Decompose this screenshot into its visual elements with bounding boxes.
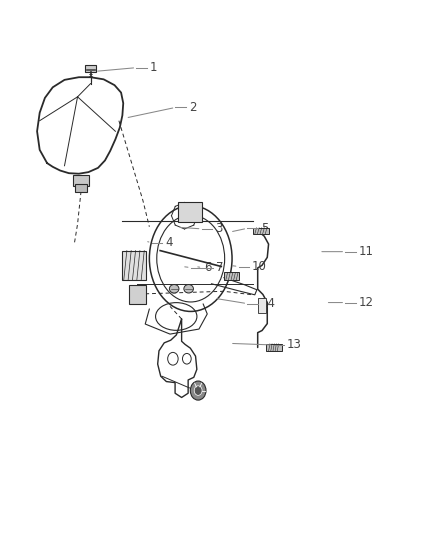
Text: 2: 2 <box>189 101 197 114</box>
Text: 7: 7 <box>216 261 223 274</box>
Text: 12: 12 <box>359 296 374 309</box>
Circle shape <box>191 381 206 400</box>
Text: 1: 1 <box>150 61 157 74</box>
Ellipse shape <box>170 285 179 293</box>
Text: 10: 10 <box>252 260 267 273</box>
Circle shape <box>183 353 191 364</box>
FancyBboxPatch shape <box>129 285 146 304</box>
Text: 13: 13 <box>287 338 302 351</box>
FancyBboxPatch shape <box>266 344 282 351</box>
Text: 6: 6 <box>204 261 212 274</box>
FancyBboxPatch shape <box>75 184 87 192</box>
FancyBboxPatch shape <box>85 65 96 72</box>
Circle shape <box>168 352 178 365</box>
Text: 14: 14 <box>261 297 276 310</box>
FancyBboxPatch shape <box>178 202 202 222</box>
Ellipse shape <box>184 285 194 293</box>
FancyBboxPatch shape <box>258 298 265 313</box>
Text: 4: 4 <box>165 236 173 249</box>
FancyBboxPatch shape <box>224 272 239 280</box>
Circle shape <box>194 386 202 395</box>
Text: 11: 11 <box>359 245 374 258</box>
FancyBboxPatch shape <box>253 228 269 234</box>
Text: 5: 5 <box>261 222 268 235</box>
FancyBboxPatch shape <box>73 175 89 187</box>
FancyBboxPatch shape <box>123 251 146 280</box>
Text: 3: 3 <box>215 222 223 236</box>
